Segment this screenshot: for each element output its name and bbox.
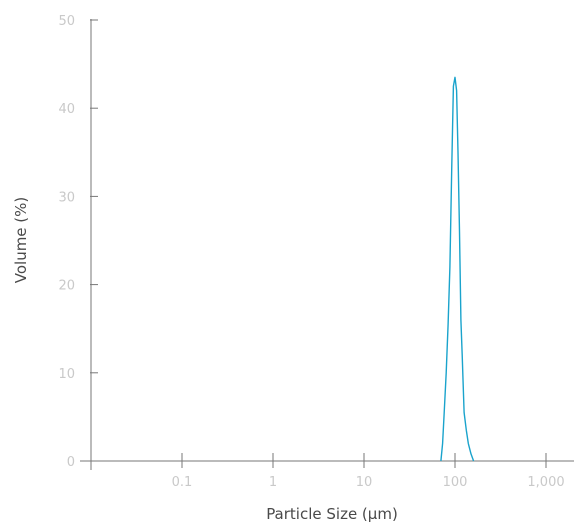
series-line [440,76,475,462]
series-group [440,76,475,462]
x-axis: 0.1 1 10 100 1,000 [80,453,574,490]
y-axis-title: Volume (%) [12,197,30,284]
y-tick-label: 20 [58,279,75,294]
x-tick-label: 10 [356,475,373,490]
x-tick-label: 1 [269,475,277,490]
y-tick-label: 30 [58,190,75,205]
x-tick-label: 0.1 [172,475,193,490]
y-tick-label: 40 [58,102,75,117]
y-tick-label: 50 [58,14,75,29]
y-tick-label: 10 [58,367,75,382]
x-axis-title: Particle Size (μm) [266,505,398,523]
x-tick-label: 100 [443,475,468,490]
y-tick-label: 0 [67,455,75,470]
x-tick-label: 1,000 [527,475,564,490]
y-axis: 0 10 20 30 40 50 [58,14,98,470]
